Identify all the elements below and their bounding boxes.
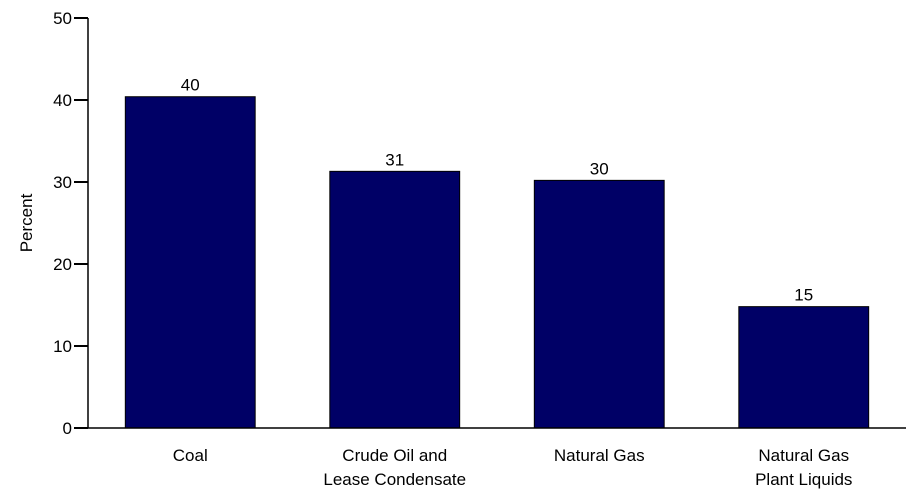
y-tick-label: 10 xyxy=(53,337,72,356)
bar xyxy=(533,179,665,429)
category-label: Crude Oil and Lease Condensate xyxy=(323,446,466,489)
bar xyxy=(329,170,461,429)
y-axis: 0 10 20 30 40 50 xyxy=(53,9,89,438)
bar-value-label: 40 xyxy=(181,76,200,95)
y-tick-label: 50 xyxy=(53,9,72,28)
bar-value-label: 31 xyxy=(385,150,404,169)
y-tick-label: 40 xyxy=(53,91,72,110)
y-tick-label: 0 xyxy=(63,419,72,438)
category-label-line: Plant Liquids xyxy=(755,470,852,489)
category-label-line: Natural Gas xyxy=(758,446,849,465)
category-label-line: Lease Condensate xyxy=(323,470,466,489)
bar-value-label: 15 xyxy=(794,286,813,305)
bar xyxy=(124,96,256,429)
category-label: Natural Gas xyxy=(554,446,645,465)
bars xyxy=(124,96,870,429)
bar-value-label: 30 xyxy=(590,159,609,178)
y-axis-title: Percent xyxy=(17,193,36,252)
x-axis: Coal Crude Oil and Lease Condensate Natural… xyxy=(88,427,906,489)
category-label-line: Coal xyxy=(173,446,208,465)
category-label: Natural Gas Plant Liquids xyxy=(755,446,852,489)
category-label-line: Natural Gas xyxy=(554,446,645,465)
y-tick-label: 20 xyxy=(53,255,72,274)
category-label: Coal xyxy=(173,446,208,465)
y-tick-label: 30 xyxy=(53,173,72,192)
category-label-line: Crude Oil and xyxy=(342,446,447,465)
data-labels: 40 31 30 15 xyxy=(181,76,813,305)
bar xyxy=(738,306,870,429)
